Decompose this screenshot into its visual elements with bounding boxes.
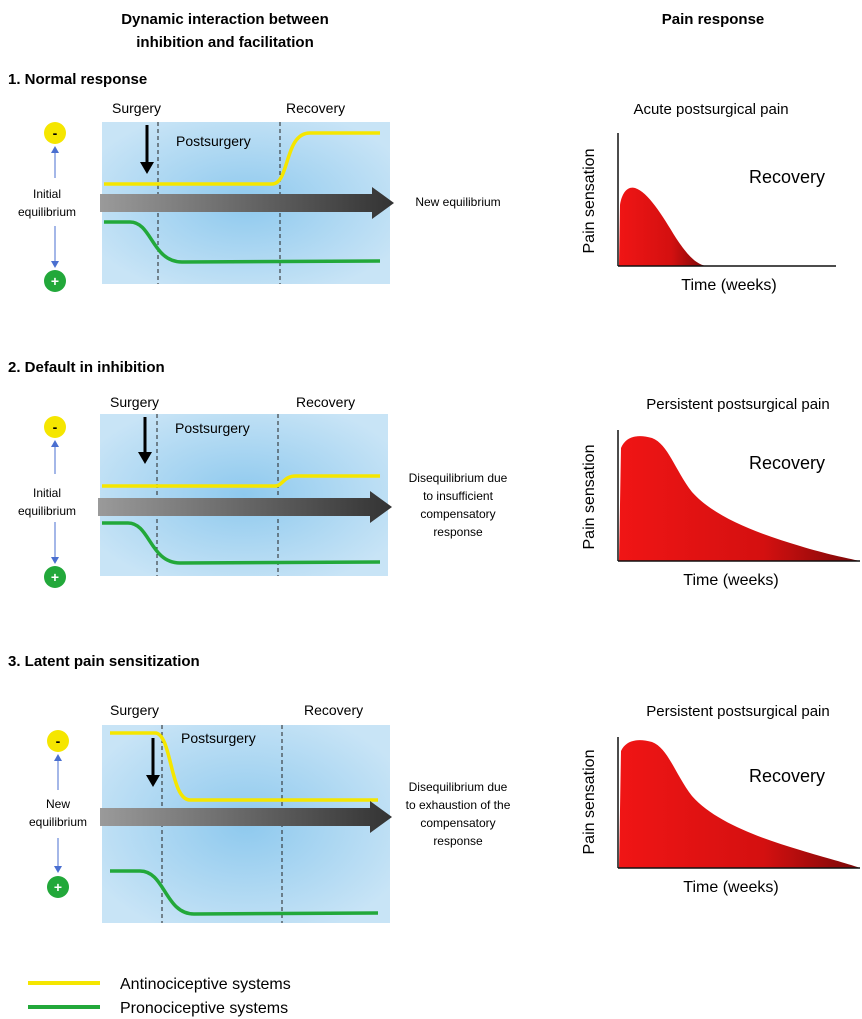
legend-label-antinociceptive: Antinociceptive systems bbox=[120, 976, 291, 993]
state-label-line2: equilibrium bbox=[29, 815, 87, 829]
plus-sign: + bbox=[51, 273, 59, 289]
down-arrowhead-icon bbox=[54, 866, 62, 873]
state-label-line2: equilibrium bbox=[18, 205, 76, 219]
minus-sign: - bbox=[56, 733, 61, 749]
pain-x-label: Time (weeks) bbox=[683, 879, 778, 896]
pain-chart-title: Persistent postsurgical pain bbox=[646, 396, 829, 413]
surgery-label: Surgery bbox=[110, 702, 159, 718]
pain-curve-fill bbox=[619, 740, 860, 868]
right-header: Pain response bbox=[662, 11, 765, 28]
panel-3: 3. Latent pain sensitization Surgery Rec… bbox=[8, 653, 860, 923]
postsurgery-label: Postsurgery bbox=[175, 420, 250, 436]
down-arrowhead-icon bbox=[51, 261, 59, 268]
postsurgery-label: Postsurgery bbox=[181, 730, 256, 746]
timeline-background bbox=[100, 414, 388, 576]
outcome-line: New equilibrium bbox=[415, 195, 500, 209]
state-label-line1: New bbox=[46, 797, 70, 811]
surgery-label: Surgery bbox=[110, 394, 159, 410]
panel-1: 1. Normal response Surgery Recovery Post… bbox=[8, 71, 836, 294]
legend: Antinociceptive systems Pronociceptive s… bbox=[28, 976, 291, 1017]
pain-x-label: Time (weeks) bbox=[681, 277, 776, 294]
pain-x-label: Time (weeks) bbox=[683, 572, 778, 589]
pain-recovery-label: Recovery bbox=[749, 167, 825, 187]
outcome-line: response bbox=[433, 834, 483, 848]
state-label-line1: Initial bbox=[33, 187, 61, 201]
left-header-line1: Dynamic interaction between bbox=[121, 11, 329, 28]
state-label-line2: equilibrium bbox=[18, 504, 76, 518]
pain-y-label: Pain sensation bbox=[581, 750, 598, 855]
recovery-label: Recovery bbox=[304, 702, 363, 718]
outcome-line: to exhaustion of the bbox=[406, 798, 511, 812]
pain-y-label: Pain sensation bbox=[581, 445, 598, 550]
up-arrowhead-icon bbox=[51, 440, 59, 447]
pain-chart-title: Acute postsurgical pain bbox=[633, 101, 788, 118]
outcome-line: Disequilibrium due bbox=[409, 780, 508, 794]
outcome-line: Disequilibrium due bbox=[409, 471, 508, 485]
pain-recovery-label: Recovery bbox=[749, 453, 825, 473]
panel-title: 1. Normal response bbox=[8, 71, 147, 88]
up-arrowhead-icon bbox=[54, 754, 62, 761]
plus-sign: + bbox=[51, 569, 59, 585]
surgery-label: Surgery bbox=[112, 100, 161, 116]
pain-y-label: Pain sensation bbox=[581, 149, 598, 254]
panel-title: 2. Default in inhibition bbox=[8, 359, 165, 376]
up-arrowhead-icon bbox=[51, 146, 59, 153]
panel-2: 2. Default in inhibition Surgery Recover… bbox=[8, 359, 860, 589]
pain-recovery-label: Recovery bbox=[749, 766, 825, 786]
minus-sign: - bbox=[53, 419, 58, 435]
outcome-line: compensatory bbox=[420, 507, 495, 521]
recovery-label: Recovery bbox=[286, 100, 345, 116]
outcome-line: to insufficient bbox=[423, 489, 493, 503]
down-arrowhead-icon bbox=[51, 557, 59, 564]
plus-sign: + bbox=[54, 879, 62, 895]
legend-label-pronociceptive: Pronociceptive systems bbox=[120, 1000, 288, 1017]
postsurgery-label: Postsurgery bbox=[176, 133, 251, 149]
minus-sign: - bbox=[53, 125, 58, 141]
pain-chart-title: Persistent postsurgical pain bbox=[646, 703, 829, 720]
recovery-label: Recovery bbox=[296, 394, 355, 410]
left-header-line2: inhibition and facilitation bbox=[136, 34, 314, 51]
outcome-line: response bbox=[433, 525, 483, 539]
panel-title: 3. Latent pain sensitization bbox=[8, 653, 200, 670]
state-label-line1: Initial bbox=[33, 486, 61, 500]
outcome-line: compensatory bbox=[420, 816, 495, 830]
pain-curve-fill bbox=[619, 188, 706, 266]
